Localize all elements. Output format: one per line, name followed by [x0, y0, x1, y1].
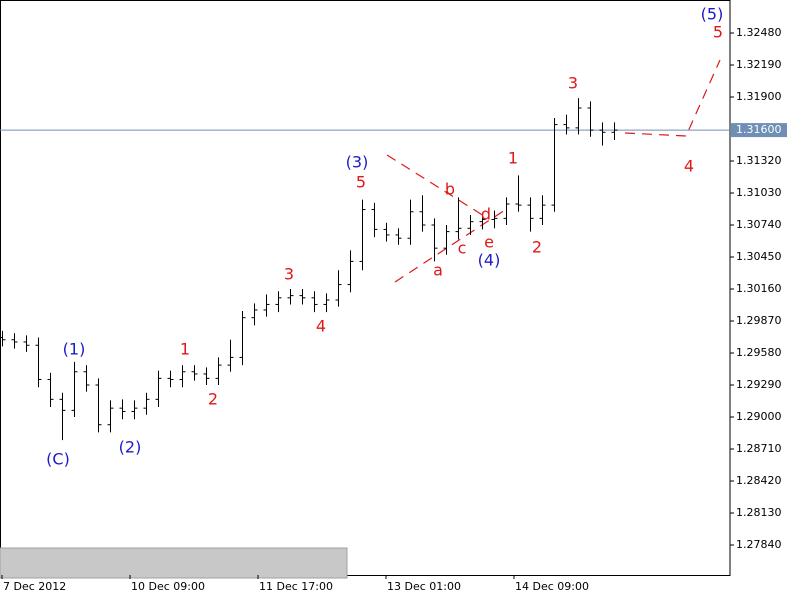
plot-frame — [0, 0, 731, 576]
y-tick-label: 1.29580 — [736, 346, 782, 359]
y-tick-label: 1.30450 — [736, 250, 782, 263]
x-tick-label: 7 Dec 2012 — [3, 580, 66, 593]
wave-label: 1 — [508, 149, 518, 168]
wave-label: (3) — [346, 153, 369, 172]
y-tick-label: 1.31320 — [736, 154, 782, 167]
wave-label: e — [484, 233, 494, 252]
x-tick-label: 13 Dec 01:00 — [387, 580, 461, 593]
wave-label: b — [445, 180, 455, 199]
wave-label: 4 — [684, 157, 694, 176]
x-tick-label: 10 Dec 09:00 — [131, 580, 205, 593]
y-tick-label: 1.28710 — [736, 442, 782, 455]
x-tick-label: 11 Dec 17:00 — [259, 580, 333, 593]
y-tick-label: 1.30740 — [736, 218, 782, 231]
y-tick-label: 1.29870 — [736, 314, 782, 327]
y-tick-label: 1.27840 — [736, 538, 782, 551]
y-tick-label: 1.32190 — [736, 58, 782, 71]
y-tick-label: 1.32480 — [736, 26, 782, 39]
triangle-upper — [386, 154, 485, 217]
triangle-lower — [394, 209, 506, 283]
current-price-box — [731, 123, 787, 138]
wave-label: 1 — [180, 340, 190, 359]
wave-label: 3 — [568, 74, 578, 93]
y-tick-label: 1.28130 — [736, 506, 782, 519]
wave-label: a — [433, 261, 443, 280]
wave-label: d — [481, 205, 491, 224]
wave-label: (2) — [119, 438, 142, 457]
wave-label: c — [458, 239, 467, 258]
y-tick-label: 1.30160 — [736, 282, 782, 295]
wave-label: (5) — [701, 5, 724, 24]
y-tick-label: 1.28420 — [736, 474, 782, 487]
wave-label: (1) — [63, 340, 86, 359]
current-price-label: 1.31600 — [736, 123, 782, 136]
projection — [624, 59, 721, 137]
y-tick-label: 1.31030 — [736, 186, 782, 199]
wave-lines — [386, 59, 721, 283]
y-tick-label: 1.29290 — [736, 378, 782, 391]
wave-label: 2 — [208, 390, 218, 409]
wave-label: 4 — [316, 317, 326, 336]
y-tick-label: 1.31900 — [736, 90, 782, 103]
x-tick-label: 14 Dec 09:00 — [515, 580, 589, 593]
wave-label: 5 — [713, 23, 723, 42]
y-tick-label: 1.29000 — [736, 410, 782, 423]
wave-label: 3 — [284, 265, 294, 284]
wave-label: (4) — [478, 251, 501, 270]
wave-label: 5 — [356, 173, 366, 192]
wave-label: 2 — [532, 238, 542, 257]
wave-label: (C) — [46, 450, 70, 469]
scroll-panel — [0, 547, 348, 579]
